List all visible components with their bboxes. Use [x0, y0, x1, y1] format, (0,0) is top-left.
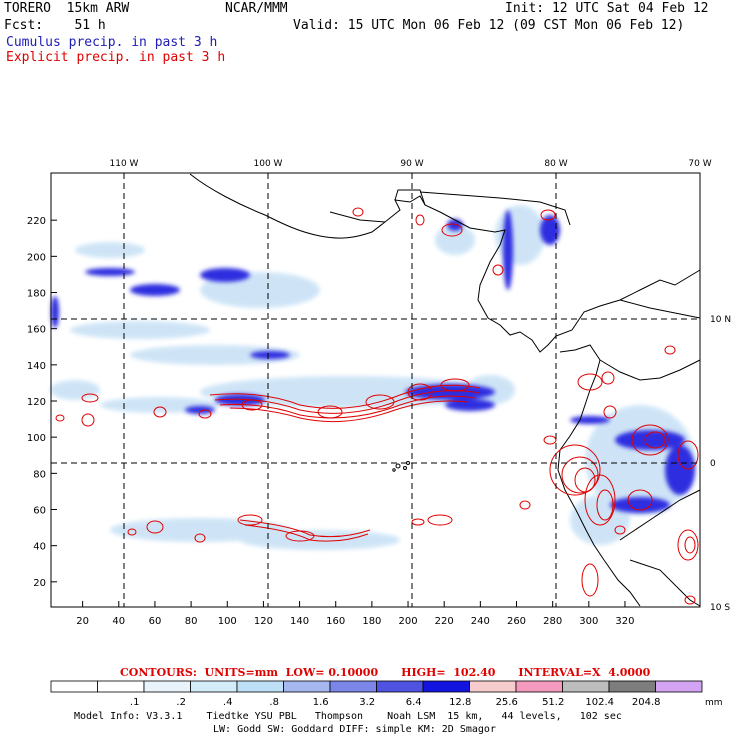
x-tick-label: 280 — [543, 616, 562, 627]
colorbar-threshold: 3.2 — [359, 697, 375, 708]
light-precip-areas — [50, 205, 695, 550]
y-tick-label: 40 — [33, 542, 46, 553]
map-frame — [50, 172, 701, 608]
lat-label: 10 S — [710, 603, 730, 613]
x-tick-label: 40 — [112, 616, 125, 627]
x-tick-label: 260 — [507, 616, 526, 627]
lon-label: 90 W — [400, 159, 423, 169]
colorbar-threshold: .8 — [269, 697, 279, 708]
precip-colorbar: .1 .2 .4 .8 1.6 3.2 6.4 12.8 25.6 51.2 102.4 204.8 m… — [50, 680, 723, 708]
x-tick-label: 220 — [435, 616, 454, 627]
lat-label: 0 — [710, 459, 716, 469]
colorbar-swatch — [562, 680, 610, 693]
colorbar-threshold: 102.4 — [585, 697, 614, 708]
y-tick-label: 60 — [33, 506, 46, 517]
x-tick-label: 320 — [615, 616, 634, 627]
lat-label: 10 N — [710, 315, 731, 325]
organization: NCAR/MMM — [225, 1, 288, 16]
colorbar-swatch — [283, 680, 331, 693]
lon-label: 80 W — [544, 159, 567, 169]
colorbar-swatch — [655, 680, 703, 693]
x-tick-label: 240 — [471, 616, 490, 627]
y-tick-label: 140 — [27, 361, 46, 372]
x-tick-label: 140 — [290, 616, 309, 627]
colorbar-swatch — [608, 680, 656, 693]
x-tick-label: 200 — [398, 616, 417, 627]
colorbar-swatch — [97, 680, 145, 693]
colorbar-threshold: 1.6 — [313, 697, 329, 708]
colorbar-swatch — [50, 680, 98, 693]
y-tick-label: 120 — [27, 397, 46, 408]
colorbar-swatch — [422, 680, 470, 693]
colorbar-threshold: .1 — [130, 697, 140, 708]
init-time: Init: 12 UTC Sat 04 Feb 12 — [505, 1, 709, 16]
x-tick-label: 20 — [76, 616, 89, 627]
x-tick-label: 100 — [218, 616, 237, 627]
y-tick-label: 20 — [33, 578, 46, 589]
map-axes: 110 W 100 W 90 W 80 W 70 W 10 N 0 10 S 220 200 180… — [27, 159, 731, 627]
colorbar-threshold: 51.2 — [542, 697, 564, 708]
colorbar-unit: mm — [705, 698, 723, 708]
y-tick-label: 220 — [27, 216, 46, 227]
colorbar-swatch — [329, 680, 377, 693]
x-tick-label: 80 — [185, 616, 198, 627]
colorbar-swatch — [236, 680, 284, 693]
colorbar-swatch — [376, 680, 424, 693]
x-tick-label: 300 — [579, 616, 598, 627]
colorbar-threshold: 12.8 — [449, 697, 471, 708]
lon-label: 110 W — [110, 159, 139, 169]
x-tick-label: 180 — [362, 616, 381, 627]
y-tick-label: 180 — [27, 289, 46, 300]
y-tick-label: 160 — [27, 325, 46, 336]
x-tick-label: 160 — [326, 616, 345, 627]
x-tick-label: 120 — [254, 616, 273, 627]
physics-info: LW: Godd SW: Goddard DIFF: simple KM: 2D… — [213, 724, 496, 735]
model-info: Model Info: V3.3.1 Tiedtke YSU PBL Thomp… — [74, 711, 622, 722]
colorbar-swatch — [143, 680, 191, 693]
colorbar-swatch — [190, 680, 238, 693]
lon-label: 70 W — [688, 159, 711, 169]
colorbar-threshold: 204.8 — [632, 697, 661, 708]
colorbar-swatch — [469, 680, 517, 693]
y-tick-label: 100 — [27, 433, 46, 444]
y-tick-label: 200 — [27, 252, 46, 263]
colorbar-threshold: .4 — [223, 697, 233, 708]
lat-lon-grid — [51, 173, 700, 607]
colorbar-threshold: .2 — [176, 697, 186, 708]
cumulus-legend: Cumulus precip. in past 3 h — [6, 35, 218, 50]
y-tick-label: 80 — [33, 469, 46, 480]
explicit-legend: Explicit precip. in past 3 h — [6, 50, 226, 65]
valid-time: Valid: 15 UTC Mon 06 Feb 12 (09 CST Mon … — [293, 18, 685, 33]
colorbar-threshold: 25.6 — [496, 697, 518, 708]
forecast-hour: Fcst: 51 h — [4, 18, 106, 33]
model-title: TORERO 15km ARW — [4, 1, 130, 16]
lon-label: 100 W — [254, 159, 283, 169]
x-tick-label: 60 — [149, 616, 162, 627]
colorbar-threshold: 6.4 — [406, 697, 422, 708]
contour-info: CONTOURS: UNITS=mm LOW= 0.10000 HIGH= 10… — [120, 666, 651, 679]
colorbar-swatch — [515, 680, 563, 693]
explicit-precip-contours — [55, 207, 699, 605]
